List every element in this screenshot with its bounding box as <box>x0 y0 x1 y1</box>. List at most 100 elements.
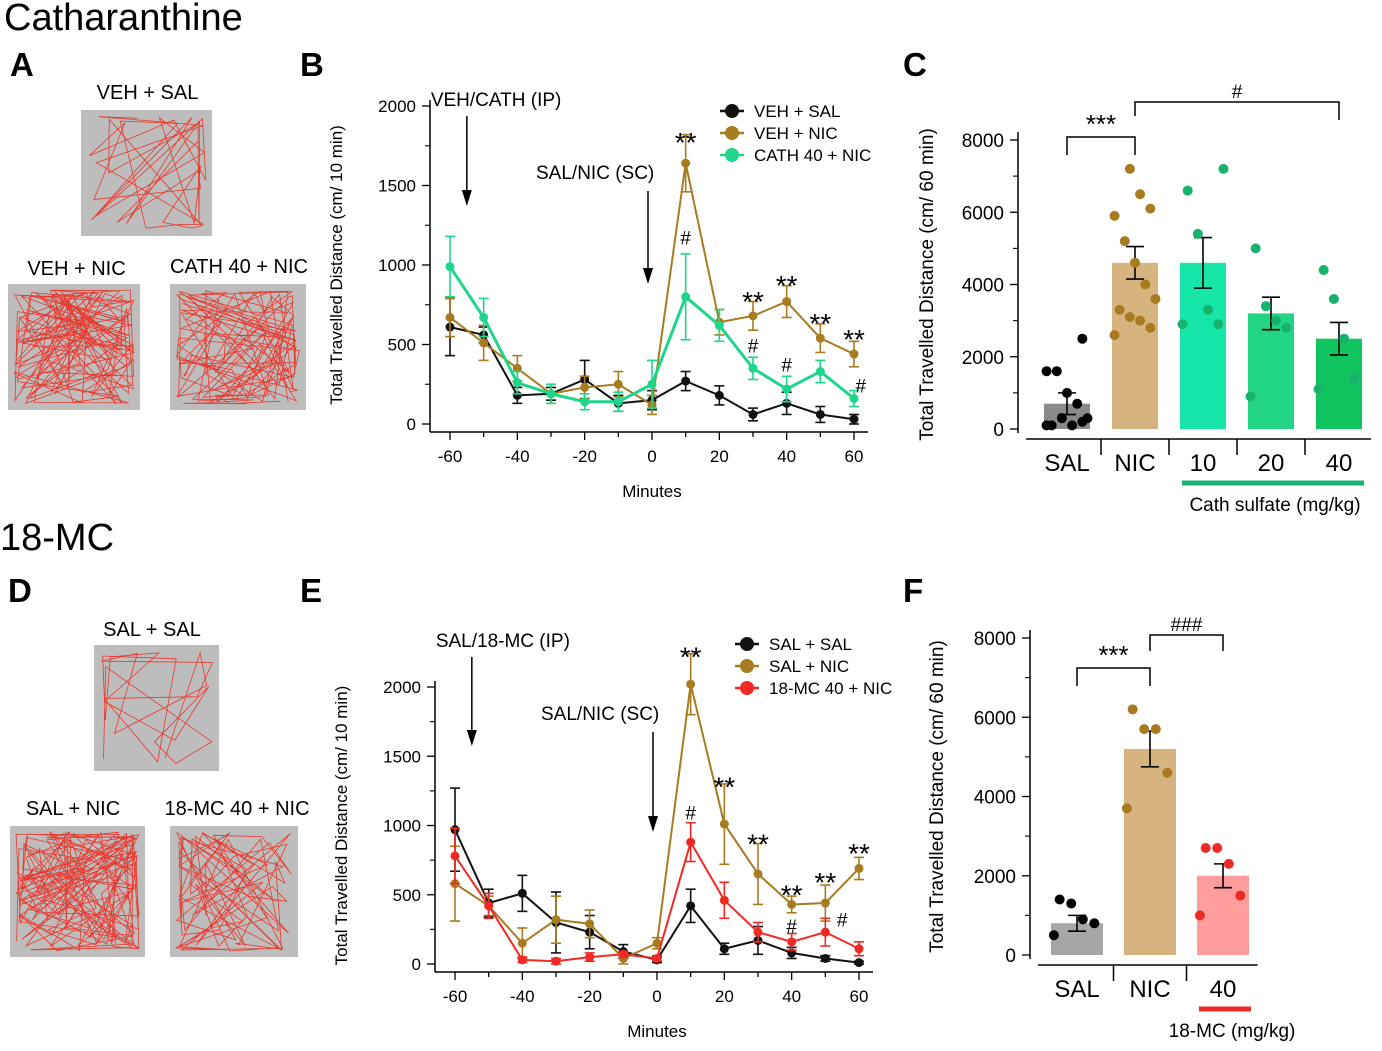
y-axis-title: Total Travelled Distance (cm/ 10 min) <box>327 125 346 405</box>
individual-point <box>1056 413 1067 424</box>
y-tick-label: 6000 <box>974 708 1016 729</box>
individual-point <box>1046 420 1057 431</box>
significance-hash: # <box>786 917 797 938</box>
individual-point <box>1109 330 1120 341</box>
data-point <box>815 367 825 377</box>
arrow-sc-head <box>643 268 653 284</box>
individual-point <box>1062 387 1072 398</box>
y-tick-label: 0 <box>993 420 1004 441</box>
x-category-label: 20 <box>1258 450 1285 477</box>
significance-stars: ** <box>742 286 764 317</box>
y-axis-title: Total Travelled Distance (cm/ 10 min) <box>332 686 351 966</box>
data-point <box>551 956 561 966</box>
data-point <box>854 944 864 954</box>
significance-hash: # <box>680 228 691 249</box>
data-point <box>585 919 595 929</box>
x-category-label: 40 <box>1210 976 1237 1003</box>
y-tick-label: 1500 <box>383 747 421 766</box>
individual-point <box>1245 391 1256 402</box>
track-label-sal-sal: SAL + SAL <box>103 619 201 641</box>
significance-label: *** <box>1098 640 1128 670</box>
y-tick-label: 2000 <box>378 97 416 116</box>
individual-point <box>1250 243 1261 254</box>
panel-letter-f: F <box>903 572 924 609</box>
data-point <box>849 349 859 359</box>
arrow-ip-head <box>466 730 477 746</box>
individual-point <box>1077 914 1088 925</box>
significance-label: *** <box>1086 109 1116 139</box>
significance-bracket <box>1066 136 1136 155</box>
significance-hash: # <box>748 337 759 358</box>
data-point <box>782 384 792 394</box>
data-point <box>613 379 623 389</box>
data-point <box>719 944 729 954</box>
individual-point <box>1127 704 1138 715</box>
x-tick-label: 60 <box>850 987 869 1006</box>
y-tick-label: 2000 <box>974 867 1016 888</box>
annotation-sc: SAL/NIC (SC) <box>541 704 659 725</box>
data-point <box>820 898 830 908</box>
significance-hash: # <box>685 804 696 825</box>
individual-point <box>1066 898 1077 909</box>
individual-point <box>1077 333 1088 344</box>
individual-point <box>1162 767 1173 778</box>
individual-point <box>1051 366 1062 377</box>
x-tick-label: -40 <box>510 987 535 1006</box>
individual-point <box>1054 894 1065 905</box>
data-point <box>484 901 494 911</box>
group-label: 18-MC (mg/kg) <box>1169 1021 1296 1042</box>
panel-letter-a: A <box>10 46 34 83</box>
data-point <box>652 953 662 963</box>
data-point <box>815 333 825 343</box>
y-tick-label: 8000 <box>962 131 1004 152</box>
individual-point <box>1140 279 1151 290</box>
legend-label: 18-MC 40 + NIC <box>769 679 892 698</box>
locomotor-track-sal-sal <box>94 645 219 771</box>
track-trace <box>89 116 207 229</box>
movement-path <box>89 116 207 229</box>
series-line <box>454 683 860 960</box>
group-label: Cath sulfate (mg/kg) <box>1189 495 1360 516</box>
locomotor-track-cath-nic <box>170 284 306 410</box>
y-tick-label: 6000 <box>962 203 1004 224</box>
y-tick-label: 1500 <box>378 177 416 196</box>
individual-point <box>1124 163 1135 174</box>
legend-marker <box>725 148 739 162</box>
individual-point <box>1328 293 1339 304</box>
track-label-18mc-nic: 18-MC 40 + NIC <box>164 798 310 820</box>
bar <box>1180 262 1226 429</box>
data-point <box>479 312 489 322</box>
y-tick-label: 500 <box>393 886 421 905</box>
panel-letter-e: E <box>300 572 323 609</box>
y-tick-label: 1000 <box>383 817 421 836</box>
individual-point <box>1223 858 1234 869</box>
data-point <box>517 888 527 898</box>
data-point <box>647 379 657 389</box>
legend-label: VEH + SAL <box>754 102 840 121</box>
y-tick-label: 2000 <box>383 678 421 697</box>
data-point <box>787 937 797 947</box>
track-label-sal-nic: SAL + NIC <box>25 798 121 820</box>
individual-point <box>1194 910 1205 921</box>
section-title-18mc: 18-MC <box>0 517 115 559</box>
arrow-sc-head <box>648 816 658 832</box>
individual-point <box>1212 843 1223 854</box>
individual-point <box>1121 803 1132 814</box>
y-tick-label: 0 <box>407 415 416 434</box>
individual-point <box>1260 301 1271 312</box>
data-point <box>517 938 527 948</box>
panel-letter-b: B <box>300 46 324 83</box>
bar <box>1197 875 1249 955</box>
individual-point <box>1041 366 1052 377</box>
individual-point <box>1145 203 1156 214</box>
data-point <box>613 397 623 407</box>
data-point <box>714 320 724 330</box>
individual-point <box>1150 724 1161 735</box>
significance-bracket <box>1134 101 1340 120</box>
track-label-veh-nic: VEH + NIC <box>27 258 126 280</box>
individual-point <box>1139 724 1150 735</box>
individual-point <box>1177 319 1188 330</box>
arrow-ip-head <box>461 190 472 206</box>
data-point <box>753 927 763 937</box>
significance-stars: ** <box>809 308 831 339</box>
